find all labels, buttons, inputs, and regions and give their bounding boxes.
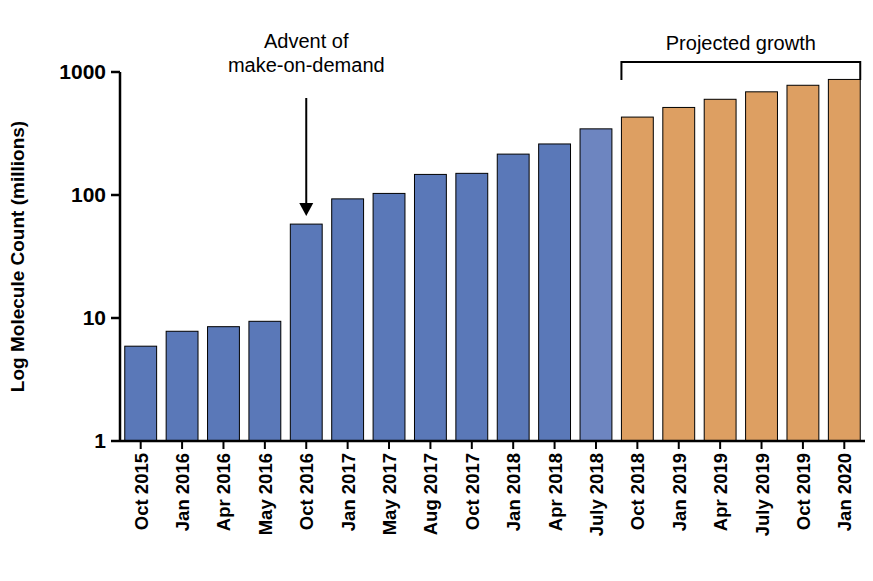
x-tick-label: Jan 2017 [338,453,359,531]
x-tick-label: Jan 2020 [834,453,855,531]
x-tick [678,441,680,449]
x-tick-label: Apr 2019 [710,453,731,531]
bar [828,79,860,441]
x-tick [554,441,556,449]
x-tick-label: Jan 2018 [503,453,524,531]
y-tick-label: 1000 [59,60,106,83]
x-tick [843,441,845,449]
x-tick [802,441,804,449]
bar [414,174,446,441]
arrow [305,98,307,206]
bars [125,79,860,441]
y-tick [111,317,120,320]
bar [332,199,364,441]
x-tick-label: Oct 2018 [627,453,648,530]
x-tick-label: May 2017 [379,453,400,535]
bar [373,193,405,441]
annotation: make-on-demand [228,54,385,76]
bar [497,154,529,441]
x-axis [120,440,865,443]
x-tick [222,441,224,449]
arrow-head [299,203,313,216]
bar [746,92,778,441]
bar [539,144,571,441]
bar [787,85,819,441]
x-tick [347,441,349,449]
bar [166,331,198,441]
x-tick [512,441,514,449]
bar [290,224,322,441]
y-tick-label: 100 [71,183,106,206]
x-tick [761,441,763,449]
bar [249,321,281,441]
x-tick [595,441,597,449]
bar [621,117,653,441]
bar [125,346,157,441]
bar [704,99,736,441]
bar [456,173,488,441]
x-tick-label: Oct 2016 [296,453,317,530]
x-tick-label: Apr 2016 [213,453,234,531]
x-tick-label: Oct 2019 [793,453,814,530]
annotation: Advent of [264,30,349,52]
x-tick [181,441,183,449]
x-tick-label: Apr 2018 [545,453,566,531]
x-tick [636,441,638,449]
bar [663,107,695,441]
x-tick [388,441,390,449]
y-tick [111,440,120,443]
x-tick [140,441,142,449]
bar [580,129,612,441]
x-tick-label: July 2019 [752,453,773,536]
x-tick-label: Aug 2017 [420,453,441,535]
y-tick-label: 10 [83,306,106,329]
x-tick-label: July 2018 [586,453,607,536]
x-tick-label: Jan 2019 [669,453,690,531]
y-tick-label: 1 [94,429,106,452]
x-tick [471,441,473,449]
x-tick-label: Oct 2015 [131,453,152,530]
y-axis [119,72,122,441]
x-tick [264,441,266,449]
bracket [621,62,860,80]
y-tick [111,194,120,197]
x-tick-label: May 2016 [255,453,276,535]
annotation: Projected growth [666,32,816,54]
x-tick [429,441,431,449]
x-tick [719,441,721,449]
chart: 1 10 100 1000 Oct 2015 Jan 2016 Apr 2016 May 20… [0,0,873,581]
x-tick-label: Jan 2016 [172,453,193,531]
bar [208,327,240,441]
y-axis-label: Log Molecule Count (millions) [7,121,28,392]
x-tick-label: Oct 2017 [462,453,483,530]
x-tick [305,441,307,449]
y-tick [111,71,120,74]
